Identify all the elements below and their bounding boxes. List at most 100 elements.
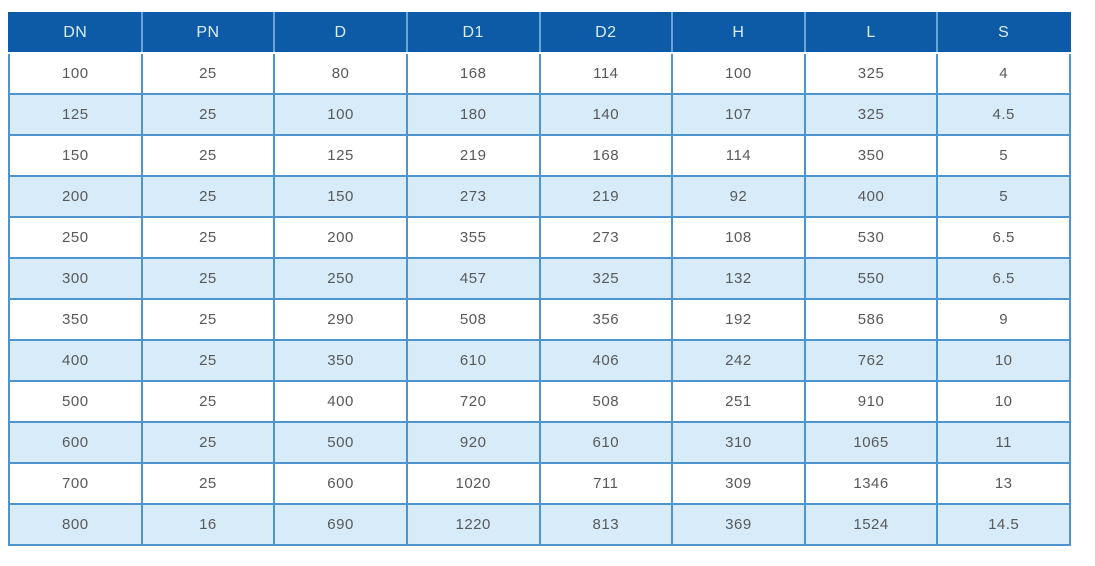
- cell-d2: 273: [538, 216, 674, 259]
- cell-d: 290: [273, 298, 408, 341]
- cell-d: 400: [273, 380, 408, 423]
- cell-pn: 25: [140, 52, 276, 95]
- table-row: 200 25 150 273 219 92 400 5: [8, 175, 1071, 218]
- cell-pn: 25: [140, 462, 276, 505]
- table-row: 125 25 100 180 140 107 325 4.5: [8, 93, 1071, 136]
- cell-h: 107: [671, 93, 806, 136]
- cell-dn: 150: [8, 134, 143, 177]
- column-header-dn: DN: [8, 12, 143, 54]
- cell-d2: 114: [538, 52, 674, 95]
- cell-pn: 25: [140, 380, 276, 423]
- table-row: 500 25 400 720 508 251 910 10: [8, 380, 1071, 423]
- cell-l: 350: [803, 134, 939, 177]
- cell-d2: 168: [538, 134, 674, 177]
- cell-d: 100: [273, 93, 408, 136]
- cell-pn: 25: [140, 257, 276, 300]
- column-header-pn: PN: [141, 12, 276, 54]
- cell-s: 5: [936, 175, 1071, 218]
- cell-d2: 325: [538, 257, 674, 300]
- cell-pn: 25: [140, 175, 276, 218]
- cell-dn: 200: [8, 175, 143, 218]
- cell-dn: 700: [8, 462, 143, 505]
- table-header-row: DN PN D D1 D2 H L S: [8, 12, 1071, 54]
- cell-d: 600: [273, 462, 408, 505]
- cell-d1: 508: [405, 298, 541, 341]
- cell-d1: 168: [405, 52, 541, 95]
- cell-s: 13: [936, 462, 1071, 505]
- table-row: 250 25 200 355 273 108 530 6.5: [8, 216, 1071, 259]
- cell-dn: 350: [8, 298, 143, 341]
- dimension-spec-table: DN PN D D1 D2 H L S 100 25 80 168 114 100 325 4 125 25 10…: [8, 12, 1071, 546]
- cell-s: 9: [936, 298, 1071, 341]
- cell-l: 325: [803, 52, 939, 95]
- cell-dn: 300: [8, 257, 143, 300]
- cell-d2: 508: [538, 380, 674, 423]
- cell-s: 11: [936, 421, 1071, 464]
- cell-l: 586: [803, 298, 939, 341]
- cell-l: 325: [803, 93, 939, 136]
- column-header-h: H: [672, 12, 806, 54]
- cell-d1: 457: [405, 257, 541, 300]
- cell-s: 10: [936, 339, 1071, 382]
- cell-l: 550: [803, 257, 939, 300]
- column-header-s: S: [937, 12, 1071, 54]
- cell-h: 132: [671, 257, 806, 300]
- cell-l: 762: [803, 339, 939, 382]
- column-header-d2: D2: [539, 12, 674, 54]
- cell-d1: 219: [405, 134, 541, 177]
- cell-h: 242: [671, 339, 806, 382]
- cell-h: 369: [671, 503, 806, 546]
- cell-pn: 25: [140, 93, 276, 136]
- cell-d1: 1020: [405, 462, 541, 505]
- table-body: 100 25 80 168 114 100 325 4 125 25 100 180 140 107 325…: [8, 52, 1071, 546]
- table-header: DN PN D D1 D2 H L S: [8, 12, 1071, 54]
- cell-d: 125: [273, 134, 408, 177]
- cell-h: 251: [671, 380, 806, 423]
- cell-d1: 355: [405, 216, 541, 259]
- cell-d1: 180: [405, 93, 541, 136]
- cell-d2: 813: [538, 503, 674, 546]
- table-row: 400 25 350 610 406 242 762 10: [8, 339, 1071, 382]
- column-header-d1: D1: [406, 12, 541, 54]
- cell-d: 350: [273, 339, 408, 382]
- cell-h: 100: [671, 52, 806, 95]
- cell-d2: 711: [538, 462, 674, 505]
- cell-d: 500: [273, 421, 408, 464]
- cell-d2: 219: [538, 175, 674, 218]
- cell-s: 6.5: [936, 216, 1071, 259]
- cell-d1: 920: [405, 421, 541, 464]
- cell-pn: 25: [140, 339, 276, 382]
- table-row: 700 25 600 1020 711 309 1346 13: [8, 462, 1071, 505]
- cell-s: 4.5: [936, 93, 1071, 136]
- cell-h: 192: [671, 298, 806, 341]
- cell-pn: 25: [140, 134, 276, 177]
- cell-l: 1065: [803, 421, 939, 464]
- table-row: 100 25 80 168 114 100 325 4: [8, 52, 1071, 95]
- cell-d1: 720: [405, 380, 541, 423]
- cell-h: 310: [671, 421, 806, 464]
- cell-d2: 140: [538, 93, 674, 136]
- cell-dn: 100: [8, 52, 143, 95]
- table-row: 150 25 125 219 168 114 350 5: [8, 134, 1071, 177]
- cell-pn: 25: [140, 216, 276, 259]
- cell-s: 14.5: [936, 503, 1071, 546]
- cell-h: 309: [671, 462, 806, 505]
- cell-d: 200: [273, 216, 408, 259]
- table-row: 600 25 500 920 610 310 1065 11: [8, 421, 1071, 464]
- cell-s: 4: [936, 52, 1071, 95]
- cell-d1: 610: [405, 339, 541, 382]
- cell-s: 10: [936, 380, 1071, 423]
- cell-dn: 125: [8, 93, 143, 136]
- cell-l: 910: [803, 380, 939, 423]
- cell-pn: 16: [140, 503, 276, 546]
- column-header-d: D: [274, 12, 408, 54]
- column-header-l: L: [804, 12, 939, 54]
- cell-dn: 500: [8, 380, 143, 423]
- cell-d: 250: [273, 257, 408, 300]
- cell-l: 530: [803, 216, 939, 259]
- cell-s: 6.5: [936, 257, 1071, 300]
- cell-d: 150: [273, 175, 408, 218]
- cell-d2: 356: [538, 298, 674, 341]
- cell-dn: 600: [8, 421, 143, 464]
